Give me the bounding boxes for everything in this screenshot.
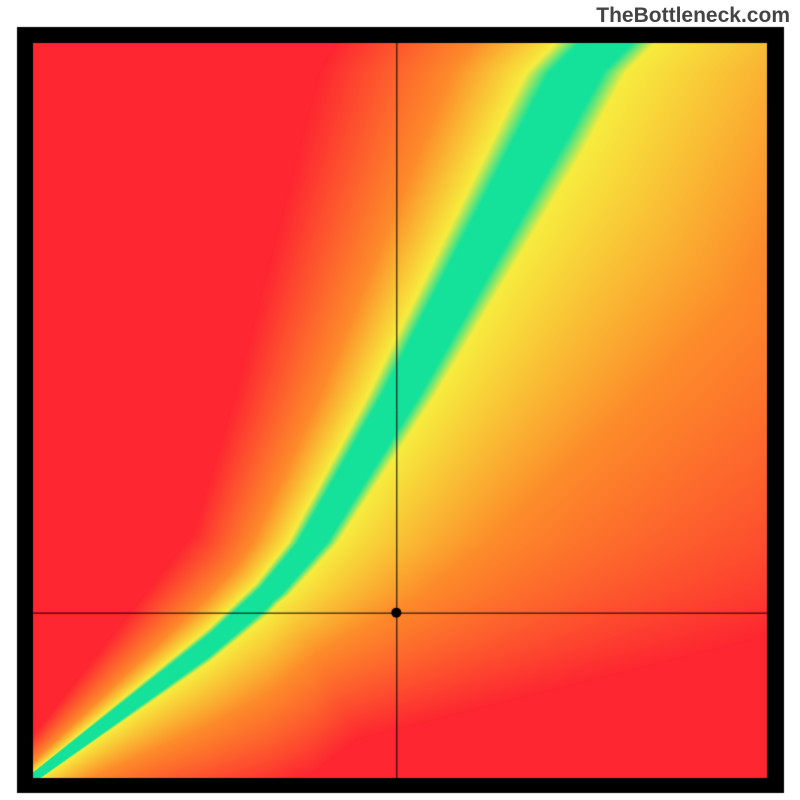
watermark-text: TheBottleneck.com <box>596 4 790 28</box>
heatmap-canvas <box>0 0 800 800</box>
